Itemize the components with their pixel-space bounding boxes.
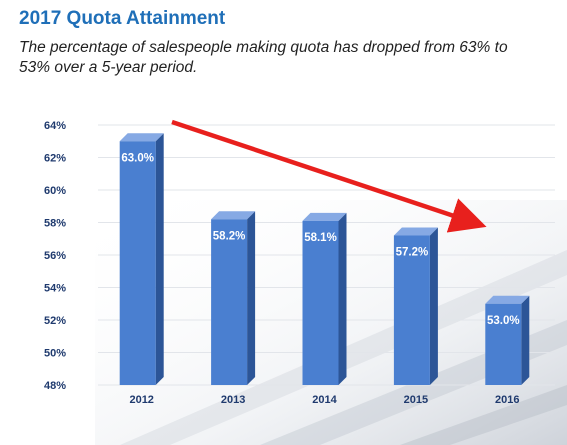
y-tick-label: 60%	[44, 185, 66, 197]
bar-side	[338, 212, 347, 385]
y-tick-label: 54%	[44, 283, 66, 295]
x-axis: 2012 2013 2014 2015 2016	[129, 394, 519, 406]
bar-front	[119, 141, 156, 385]
bar-side	[429, 227, 438, 385]
data-label: 53.0%	[487, 315, 520, 327]
bar-side	[155, 133, 164, 385]
bar: 58.1%	[302, 212, 347, 385]
chart-subtitle: The percentage of salespeople making quo…	[19, 39, 508, 76]
y-tick-label: 58%	[44, 218, 66, 230]
y-tick-label: 62%	[44, 153, 66, 165]
bar-side	[247, 211, 256, 385]
trend-annotation	[171, 119, 487, 233]
y-tick-label: 52%	[44, 315, 66, 327]
data-label: 58.1%	[304, 232, 337, 244]
x-tick-label: 2015	[404, 394, 428, 406]
y-axis: 48% 50% 52% 54% 56% 58% 60% 62% 64%	[44, 120, 66, 392]
bar: 53.0%	[485, 295, 530, 385]
y-tick-label: 50%	[44, 348, 66, 360]
data-label: 57.2%	[396, 247, 429, 259]
bar-top	[485, 295, 530, 304]
x-tick-label: 2016	[495, 394, 519, 406]
bar-front	[302, 220, 339, 385]
data-label: 58.2%	[213, 230, 246, 242]
bar-top	[119, 133, 164, 142]
y-tick-label: 56%	[44, 250, 66, 262]
bar: 63.0%	[119, 133, 164, 385]
bars: 63.0% 58.2% 58.1% 57.2% 53.0%	[119, 133, 530, 385]
data-label: 63.0%	[121, 152, 154, 164]
trend-arrow	[171, 119, 487, 233]
chart-title: 2017 Quota Attainment	[19, 8, 226, 29]
x-tick-label: 2013	[221, 394, 245, 406]
x-tick-label: 2012	[129, 394, 153, 406]
bar-top	[302, 212, 347, 221]
bar-top	[393, 227, 438, 236]
bar: 58.2%	[211, 211, 256, 385]
x-tick-label: 2014	[312, 394, 337, 406]
bar-side	[521, 295, 530, 385]
y-tick-label: 48%	[44, 380, 66, 392]
y-tick-label: 64%	[44, 120, 66, 132]
bar-front	[211, 219, 248, 385]
bar-front	[393, 235, 430, 385]
bar-front	[485, 303, 522, 385]
bar: 57.2%	[393, 227, 438, 385]
bar-top	[211, 211, 256, 220]
